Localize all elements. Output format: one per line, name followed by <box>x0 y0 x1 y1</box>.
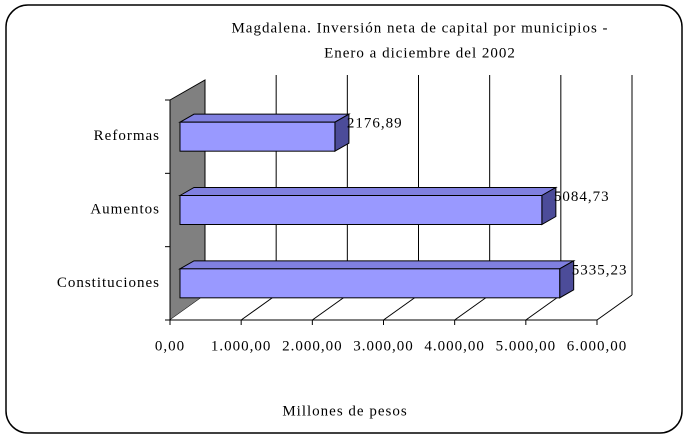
bar-top <box>178 260 576 270</box>
bar-top <box>178 187 558 196</box>
bar <box>179 268 561 299</box>
x-tick-label: 6.000,00 <box>567 338 628 354</box>
x-tick-label: 2.000,00 <box>282 338 343 354</box>
floor-line <box>525 294 562 321</box>
y-tick-label: Constituciones <box>57 275 160 291</box>
x-axis-label: Millones de pesos <box>282 403 407 419</box>
bar <box>179 195 543 225</box>
chart-title: Enero a diciembre del 2002 <box>324 45 516 61</box>
chart-title: Magdalena. Inversión neta de capital por… <box>231 20 608 36</box>
floor-line <box>383 294 419 321</box>
x-tick-label: 0,00 <box>155 338 185 354</box>
bar <box>179 121 336 152</box>
data-label: 5335,23 <box>572 262 628 278</box>
bar-top <box>178 113 351 123</box>
y-tick-label: Aumentos <box>90 201 160 217</box>
x-tick-label: 1.000,00 <box>211 338 272 354</box>
floor-line <box>454 294 490 321</box>
data-label: 2176,89 <box>347 116 403 132</box>
data-label: 5084,73 <box>554 189 610 205</box>
floor-line <box>240 294 277 321</box>
floor-line <box>312 294 348 321</box>
y-tick-label: Reformas <box>94 128 160 144</box>
x-tick-label: 3.000,00 <box>353 338 414 354</box>
floor-line <box>596 294 633 321</box>
x-tick-label: 4.000,00 <box>424 338 485 354</box>
x-tick-label: 5.000,00 <box>496 338 557 354</box>
